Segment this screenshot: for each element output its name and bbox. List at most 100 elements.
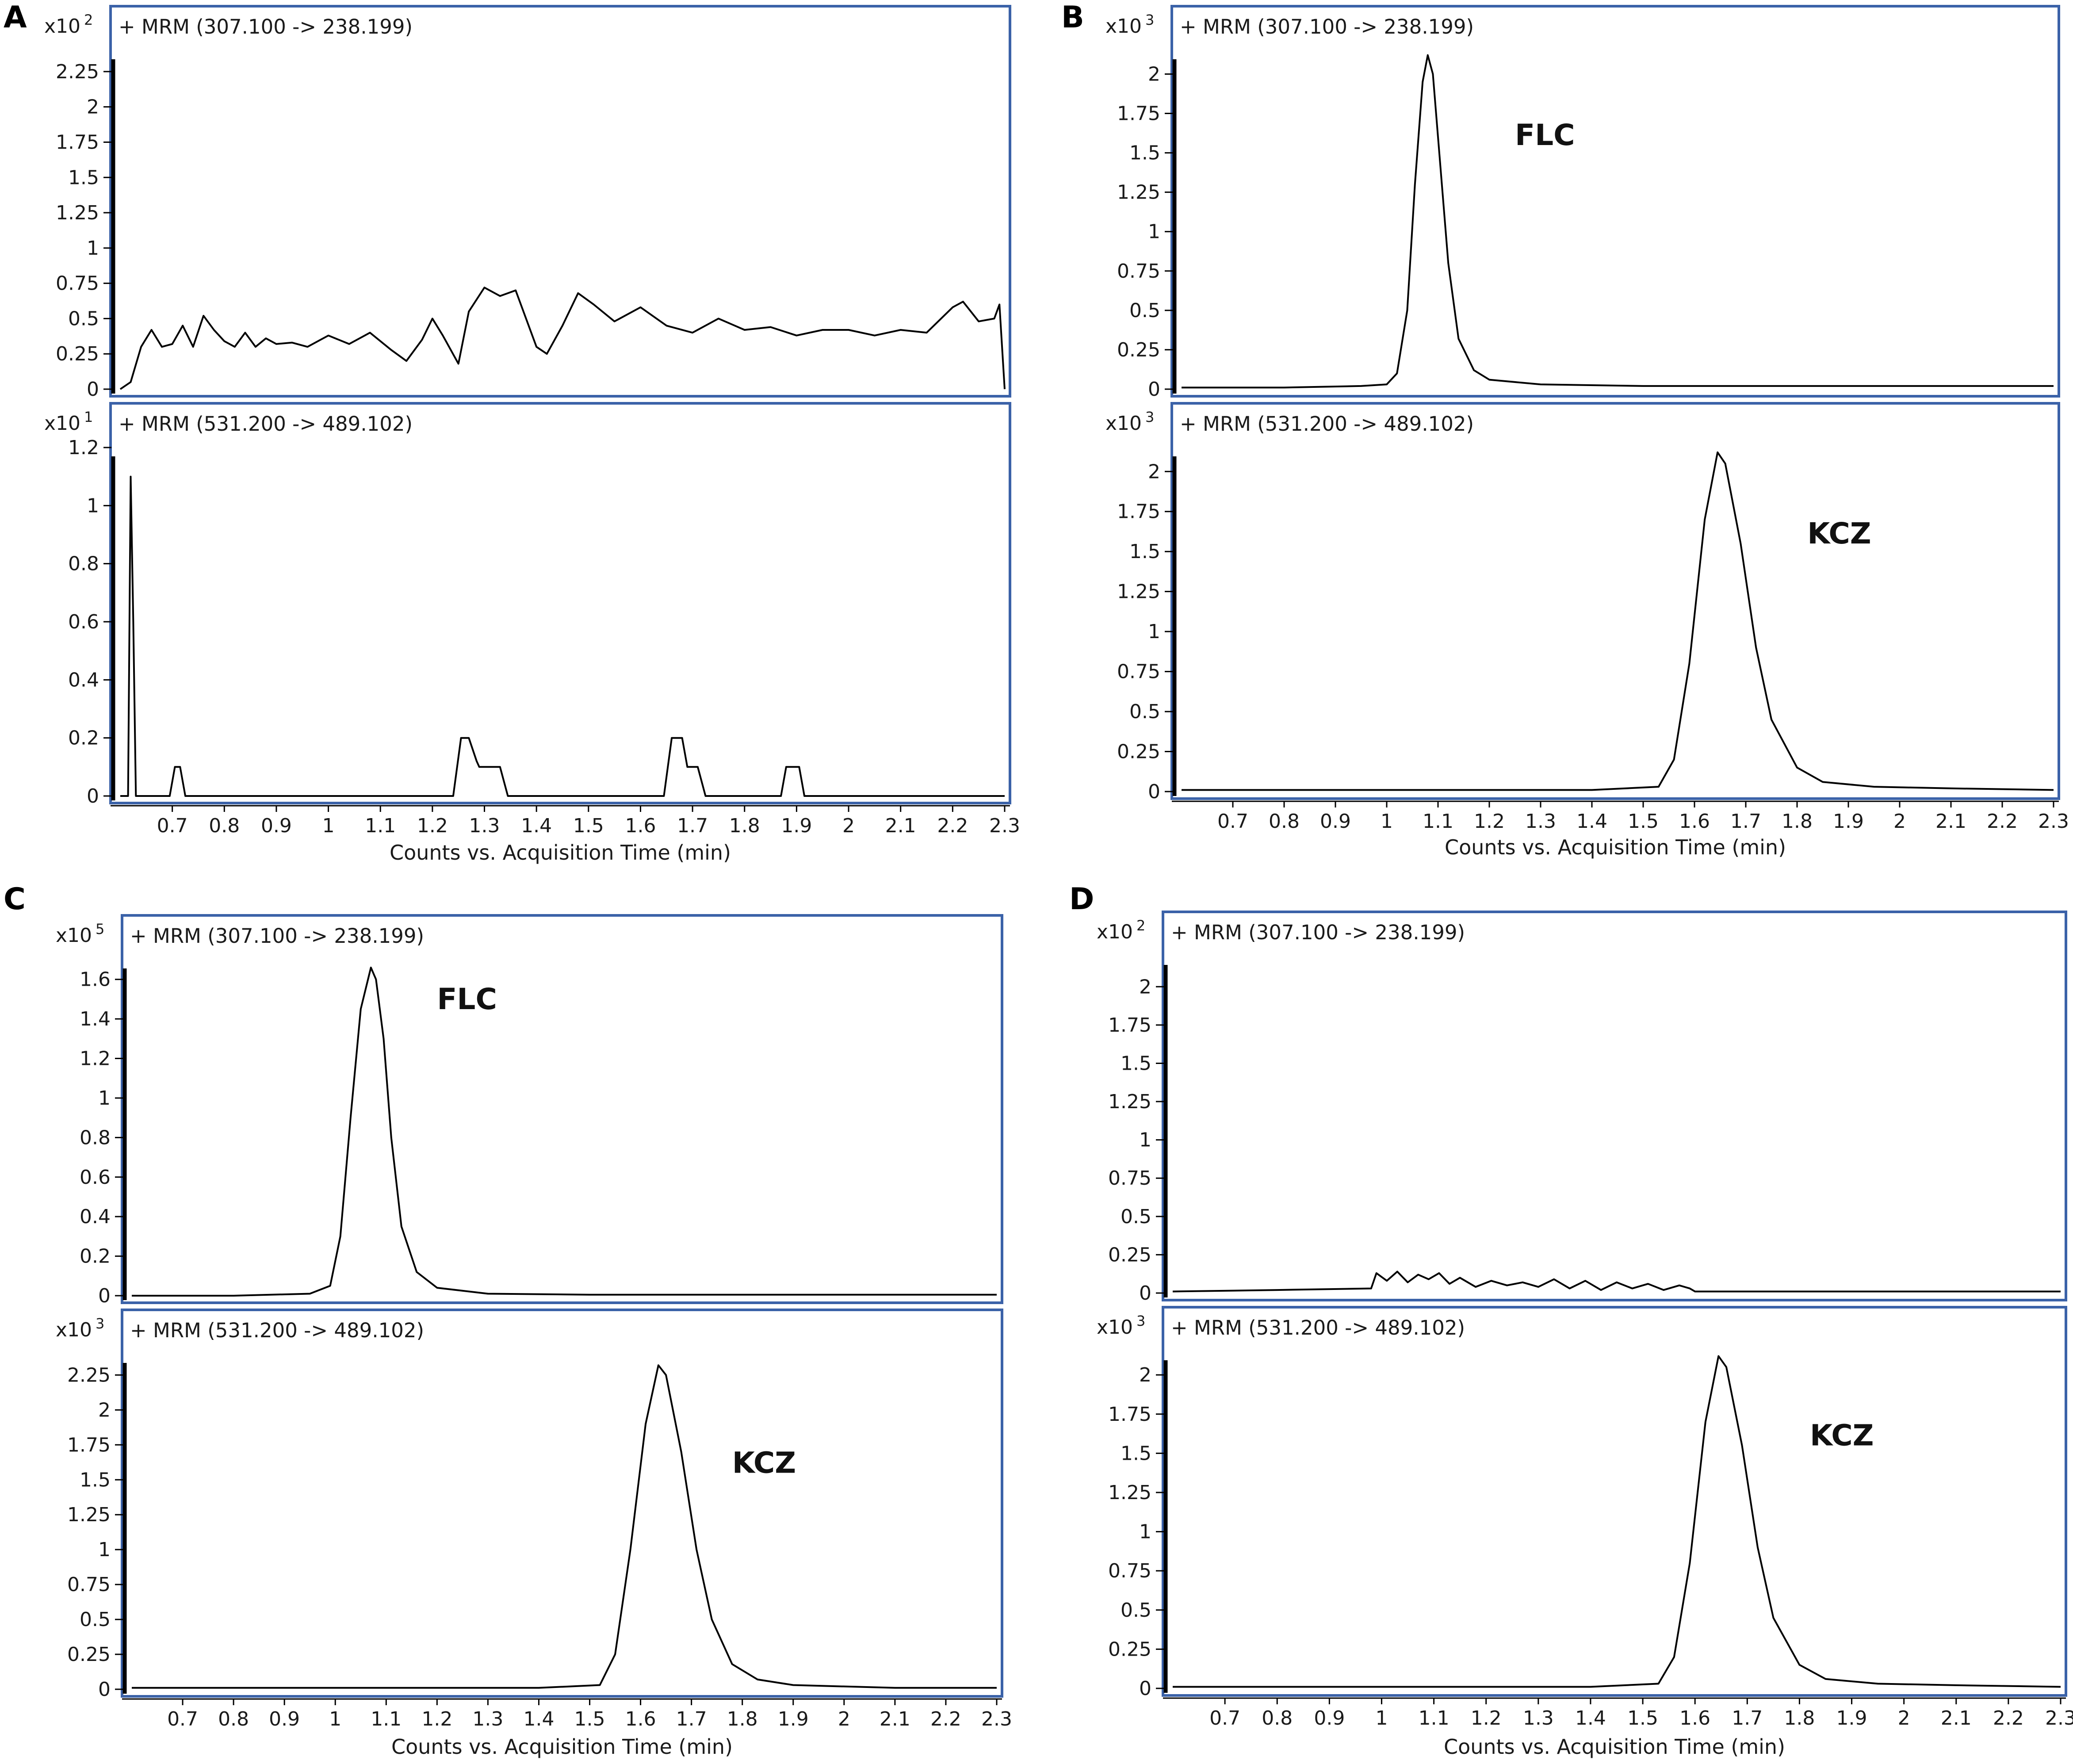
x-tick-label: 2.2 <box>930 1708 961 1730</box>
x-tick-label: 2.3 <box>2038 810 2069 833</box>
y-tick-label: 1.75 <box>1108 1403 1151 1426</box>
chromatogram-line <box>1182 54 2054 389</box>
y-tick-label: 0.25 <box>1117 339 1160 361</box>
chromatogram-line <box>132 1364 997 1689</box>
x-tick-label: 2.2 <box>937 815 968 837</box>
y-tick-label: 0 <box>1148 781 1160 803</box>
x-tick-label: 1.1 <box>365 815 396 837</box>
y-tick-label: 0.5 <box>1121 1599 1151 1622</box>
x-tick-label: 1.8 <box>727 1708 758 1730</box>
y-tick-label: 1 <box>87 494 99 517</box>
panel-letter: C <box>4 882 26 917</box>
x-tick-label: 0.9 <box>1314 1707 1345 1730</box>
x-tick-label: 0.7 <box>1217 810 1248 833</box>
x-tick-label: 1.4 <box>1575 1707 1606 1730</box>
y-tick-label: 2 <box>98 1399 111 1421</box>
x-axis-label: Counts vs. Acquisition Time (min) <box>1444 1735 1785 1759</box>
x-tick-label: 1.6 <box>625 815 656 837</box>
x-tick-label: 1.7 <box>676 1708 707 1730</box>
x-tick-label: 0.7 <box>1209 1707 1240 1730</box>
y-multiplier-exponent: 3 <box>1145 409 1154 425</box>
y-tick-label: 0.75 <box>56 272 99 295</box>
y-tick-label: 0 <box>98 1285 111 1307</box>
x-tick-label: 1.2 <box>421 1708 452 1730</box>
y-tick-label: 1.25 <box>56 202 99 224</box>
x-tick-label: 1.7 <box>1730 810 1761 833</box>
y-multiplier-base: x10 <box>1097 921 1133 943</box>
x-tick-label: 0.9 <box>269 1708 300 1730</box>
x-tick-label: 1.9 <box>1836 1707 1867 1730</box>
y-tick-label: 0.25 <box>1108 1244 1151 1266</box>
y-multiplier: x10 5 <box>56 921 104 947</box>
y-tick-label: 1.25 <box>67 1504 111 1526</box>
y-tick-label: 0.75 <box>1108 1560 1151 1582</box>
y-tick-label: 2 <box>1139 1364 1151 1386</box>
y-tick-label: 0 <box>1139 1282 1151 1305</box>
x-tick-label: 2.1 <box>880 1708 910 1730</box>
chromatogram-line <box>120 475 1005 797</box>
x-tick-label: 1 <box>322 815 335 837</box>
trace-frame <box>1170 5 2060 398</box>
x-tick-label: 1.4 <box>1576 810 1607 833</box>
y-multiplier-exponent: 5 <box>96 921 104 937</box>
y-tick-label: 1.75 <box>56 131 99 153</box>
trace-title: + MRM (531.200 -> 489.102) <box>130 1319 424 1342</box>
x-tick-label: 2.1 <box>885 815 916 837</box>
trace-upper: x10 2 + MRM (307.100 -> 238.199)00.250.50.… <box>44 5 1011 401</box>
y-multiplier-base: x10 <box>1097 1316 1133 1339</box>
chromatogram-line <box>119 287 1006 390</box>
y-multiplier-exponent: 3 <box>1145 11 1154 28</box>
y-tick-label: 1.5 <box>68 166 99 189</box>
trace-lower: x10 3 + MRM (531.200 -> 489.102) 0 0.25 0.5 0.… <box>1105 402 2060 803</box>
y-multiplier-exponent: 3 <box>1136 1312 1145 1329</box>
x-axis-label: Counts vs. Acquisition Time (min) <box>391 1735 733 1759</box>
x-tick-label: 2.1 <box>1935 810 1966 833</box>
x-tick-label: 1.7 <box>677 815 708 837</box>
y-tick-label: 0.5 <box>80 1608 111 1631</box>
trace-lower: x10 3 + MRM (531.200 -> 489.102) 0 0.25 0.5 0.… <box>56 1309 1003 1701</box>
y-tick-label: 0 <box>87 378 99 401</box>
y-multiplier: x10 2 <box>1097 917 1145 943</box>
y-tick-label: 0.5 <box>1129 299 1160 322</box>
x-tick-label: 1.6 <box>1679 1707 1710 1730</box>
peak-label-kcz: KCZ <box>732 1446 796 1480</box>
y-tick-label: 0.25 <box>67 1643 111 1666</box>
y-multiplier-exponent: 2 <box>84 11 93 28</box>
y-tick-label: 1.25 <box>1117 581 1160 603</box>
x-tick-label: 0.9 <box>261 815 292 837</box>
y-tick-label: 0.5 <box>1129 700 1160 723</box>
x-tick-label: 2.2 <box>1993 1707 2024 1730</box>
x-tick-label: 1.3 <box>472 1708 503 1730</box>
x-tick-label: 0.7 <box>167 1708 198 1730</box>
y-tick-label: 2.25 <box>67 1364 111 1386</box>
y-tick-label: 0.6 <box>68 611 99 633</box>
y-tick-label: 1.5 <box>80 1469 111 1491</box>
x-tick-label: 1.3 <box>469 815 500 837</box>
y-tick-label: 0.2 <box>80 1245 111 1268</box>
x-tick-label: 1.2 <box>417 815 448 837</box>
x-tick-label: 1.8 <box>1782 810 1813 833</box>
y-tick-label: 2 <box>1148 460 1160 483</box>
y-tick-label: 1.2 <box>80 1048 111 1070</box>
y-tick-label: 0.25 <box>1117 741 1160 763</box>
x-tick-label: 1.9 <box>1833 810 1864 833</box>
trace-lower: x10 1 + MRM (531.200 -> 489.102)00.20.40.6… <box>44 402 1011 807</box>
x-tick-label: 0.8 <box>209 815 240 837</box>
y-multiplier-exponent: 3 <box>96 1315 104 1332</box>
x-axis: 0.7 0.8 0.9 1 1.1 1.2 1.3 1.4 1.5 1.6 1.7 1.8 1.9 2 2.… <box>111 805 1020 865</box>
x-tick-label: 1.3 <box>1523 1707 1554 1730</box>
x-tick-label: 1.9 <box>781 815 812 837</box>
x-tick-label: 1.9 <box>778 1708 809 1730</box>
x-tick-label: 1.4 <box>523 1708 554 1730</box>
y-tick-label: 0.75 <box>67 1573 111 1596</box>
x-tick-label: 2 <box>842 815 855 837</box>
x-tick-label: 0.7 <box>157 815 188 837</box>
x-tick-label: 1.1 <box>1419 1707 1450 1730</box>
trace-frame <box>109 402 1011 804</box>
y-tick-label: 1.75 <box>1117 501 1160 523</box>
x-tick-label: 1.7 <box>1732 1707 1763 1730</box>
trace-title: + MRM (307.100 -> 238.199) <box>1171 921 1465 944</box>
